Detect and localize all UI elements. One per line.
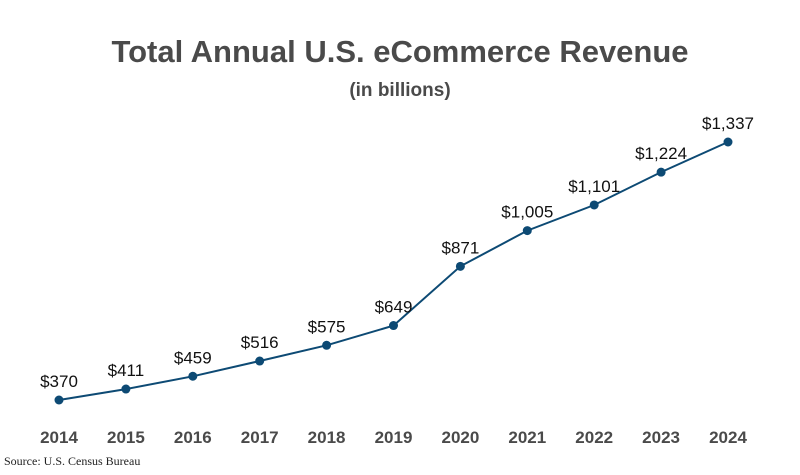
- x-tick-2024: 2024: [709, 428, 747, 447]
- data-label-2020: $871: [441, 238, 479, 257]
- source-note: Source: U.S. Census Bureau: [4, 454, 141, 468]
- x-tick-2017: 2017: [241, 428, 279, 447]
- chart-title: Total Annual U.S. eCommerce Revenue: [111, 34, 689, 69]
- x-tick-2016: 2016: [174, 428, 212, 447]
- data-point-2019: [389, 321, 398, 331]
- data-label-2015: $411: [108, 361, 145, 380]
- data-label-2022: $1,101: [568, 177, 620, 196]
- data-point-2017: [255, 356, 265, 366]
- data-label-2019: $649: [375, 298, 413, 317]
- data-point-2023: [656, 167, 666, 177]
- data-label-2021: $1,005: [501, 203, 553, 222]
- data-label-2023: $1,224: [635, 144, 687, 163]
- x-tick-2018: 2018: [308, 428, 346, 447]
- x-tick-2020: 2020: [441, 428, 479, 447]
- data-point-2018: [322, 340, 332, 350]
- x-tick-2014: 2014: [40, 428, 78, 447]
- data-label-2014: $370: [40, 372, 78, 391]
- data-points: [54, 137, 733, 405]
- x-tick-2019: 2019: [375, 428, 413, 447]
- data-label-2017: $516: [241, 333, 279, 352]
- x-tick-2021: 2021: [508, 428, 546, 447]
- data-label-2018: $575: [308, 317, 346, 336]
- chart-subtitle: (in billions): [349, 80, 451, 101]
- data-point-2016: [188, 371, 198, 381]
- data-point-2024: [723, 137, 733, 147]
- data-label-2024: $1,337: [702, 114, 754, 133]
- x-tick-2023: 2023: [642, 428, 680, 447]
- data-point-2021: [522, 226, 532, 236]
- data-labels: $370 $411 $459 $516 $575 $649 $871 $1,005 $1,101…: [40, 114, 754, 391]
- series-line: [58, 141, 729, 401]
- data-point-2015: [121, 384, 131, 394]
- data-label-2016: $459: [174, 348, 212, 367]
- x-tick-2015: 2015: [107, 428, 145, 447]
- x-axis-tick-labels: 2014 2015 2016 2017 2018 2019 2020 2021 2022 2023…: [40, 428, 747, 447]
- data-point-2014: [54, 395, 64, 405]
- x-tick-2022: 2022: [575, 428, 613, 447]
- data-point-2020: [455, 261, 465, 271]
- data-point-2022: [589, 200, 599, 210]
